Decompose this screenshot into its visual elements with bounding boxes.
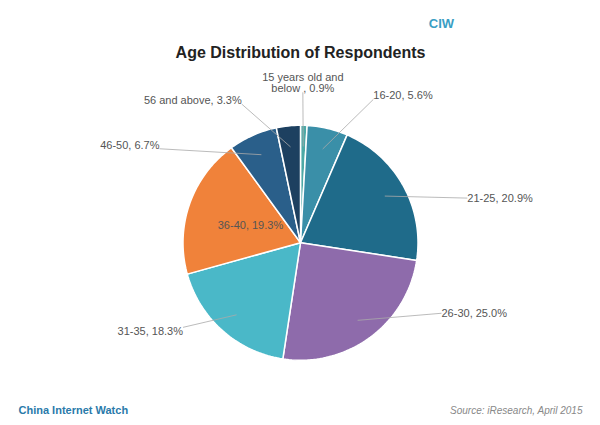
svg-text:31-35, 18.3%: 31-35, 18.3% [118,325,184,337]
svg-text:China Internet Watch: China Internet Watch [19,404,129,416]
svg-text:26-30, 25.0%: 26-30, 25.0% [442,307,508,319]
svg-text:46-50, 6.7%: 46-50, 6.7% [100,139,160,151]
svg-text:Source: iResearch, April 2015: Source: iResearch, April 2015 [450,405,583,416]
svg-text:56 and above, 3.3%: 56 and above, 3.3% [144,94,242,106]
svg-text:36-40, 19.3%: 36-40, 19.3% [218,219,284,231]
svg-text:21-25, 20.9%: 21-25, 20.9% [467,192,533,204]
svg-text:CIW: CIW [429,16,455,31]
svg-text:15 years old andbelow , 0.9%: 15 years old andbelow , 0.9% [262,71,343,94]
svg-text:Age Distribution of Respondent: Age Distribution of Respondents [176,44,426,61]
svg-text:16-20, 5.6%: 16-20, 5.6% [373,89,433,101]
